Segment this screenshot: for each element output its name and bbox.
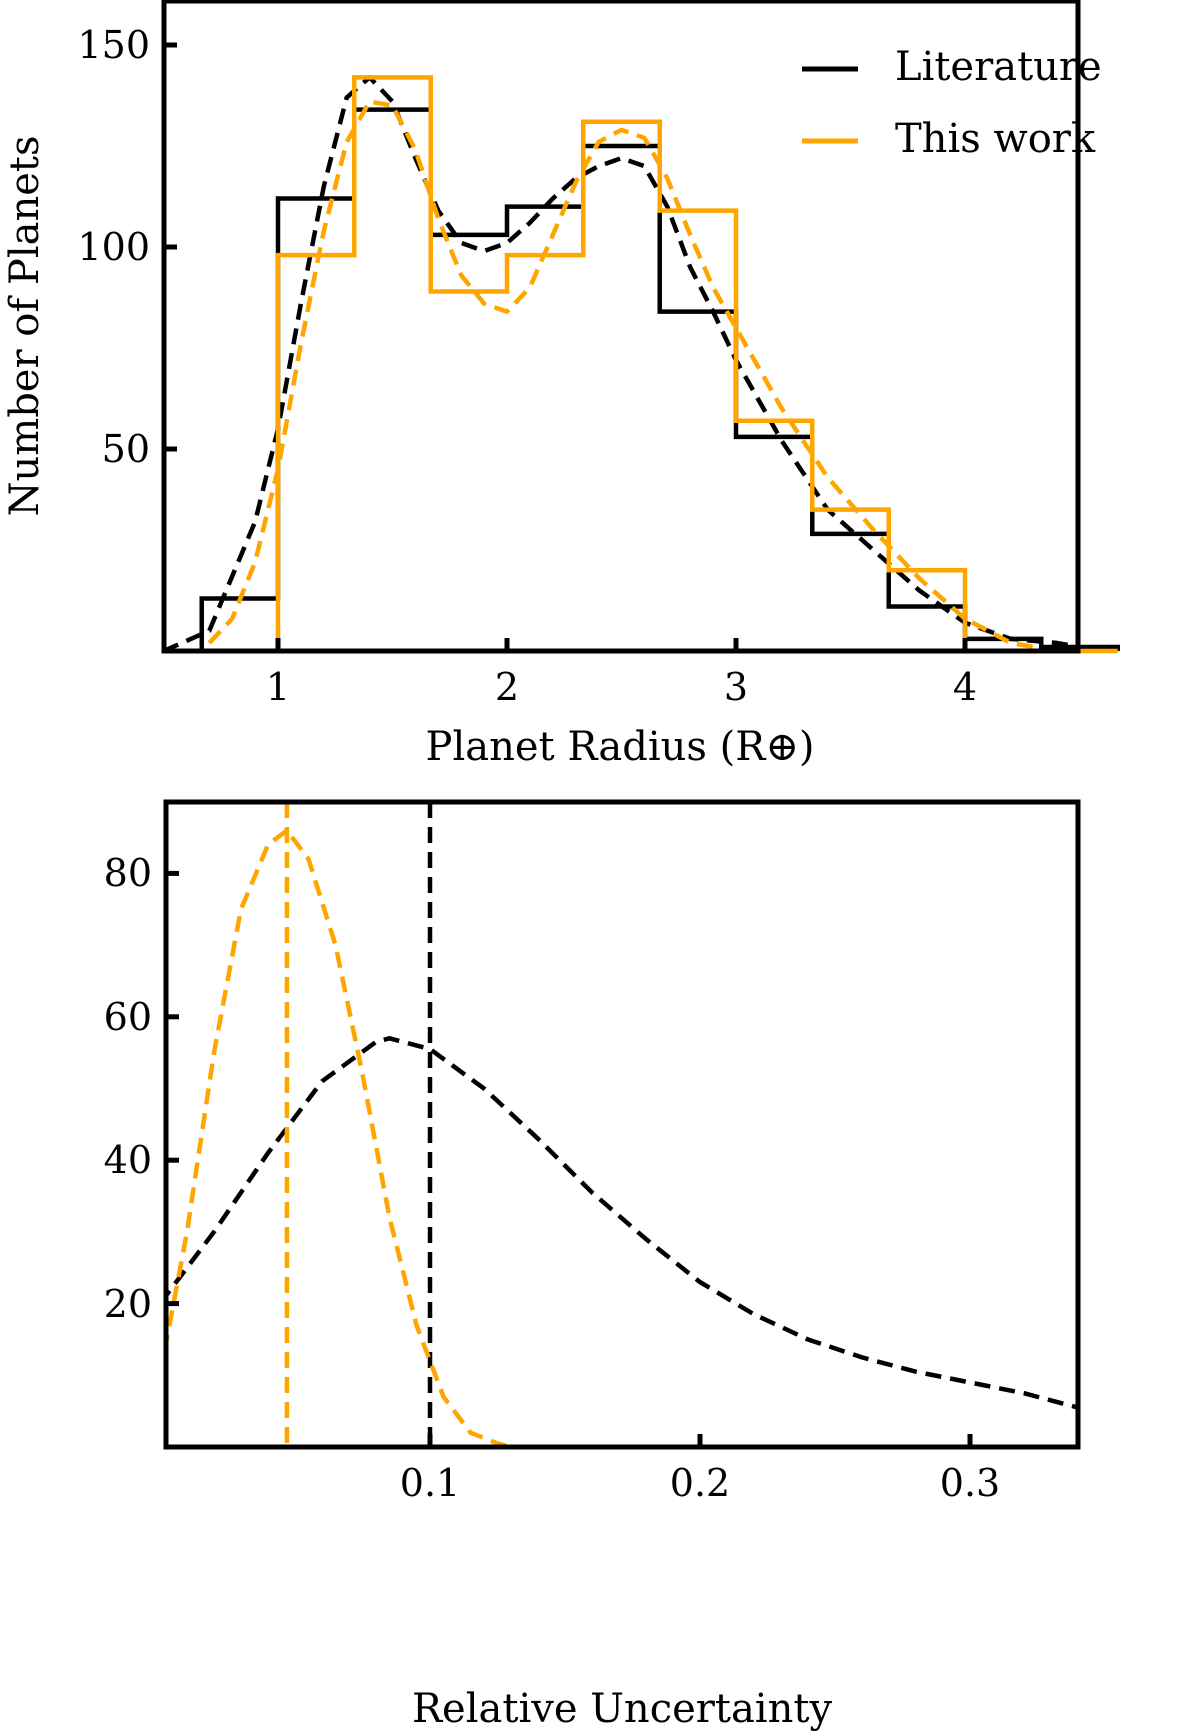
bottom-axis-ticks — [166, 870, 973, 1447]
top-axis-ticks — [164, 42, 968, 651]
kde-this-work — [207, 99, 1035, 650]
x-tick-label: 4 — [953, 665, 977, 709]
y-tick-label: 100 — [77, 225, 150, 269]
x-tick-label: 0.1 — [400, 1461, 460, 1505]
y-tick-label: 80 — [104, 851, 152, 895]
x-tick-label: 0.2 — [670, 1461, 730, 1505]
top-axes-frame — [161, 0, 1081, 654]
uncertainty-curves — [166, 802, 1078, 1447]
legend: Literature This work — [802, 44, 1102, 162]
curve-this-work — [166, 828, 512, 1447]
y-tick-label: 150 — [77, 23, 150, 67]
bottom-axes-frame — [163, 799, 1081, 1450]
uncertainty-distribution-panel: 0.1 0.2 0.3 20 40 60 80 Relative Uncerta… — [104, 799, 1081, 1732]
radius-histogram-series — [162, 75, 1120, 654]
legend-label-literature: Literature — [895, 44, 1102, 90]
y-tick-label: 60 — [104, 995, 152, 1039]
histogram-this-work — [275, 75, 1118, 654]
x-axis-label: Relative Uncertainty — [412, 1686, 833, 1732]
x-tick-label: 0.3 — [940, 1461, 1000, 1505]
kde-literature — [162, 75, 1080, 654]
y-tick-label: 40 — [104, 1138, 152, 1182]
legend-label-this-work: This work — [895, 116, 1096, 162]
x-tick-label: 1 — [266, 665, 290, 709]
x-tick-label: 3 — [724, 665, 748, 709]
x-axis-label: Planet Radius (R⊕) — [426, 724, 815, 770]
curve-literature — [166, 1036, 1078, 1410]
y-tick-label: 20 — [104, 1282, 152, 1326]
y-tick-label: 50 — [102, 427, 150, 471]
x-tick-label: 2 — [495, 665, 519, 709]
y-axis-label: Number of Planets — [2, 136, 48, 517]
radius-histogram-panel: 1 2 3 4 50 100 150 Planet Radius (R⊕) Nu… — [2, 0, 1120, 770]
